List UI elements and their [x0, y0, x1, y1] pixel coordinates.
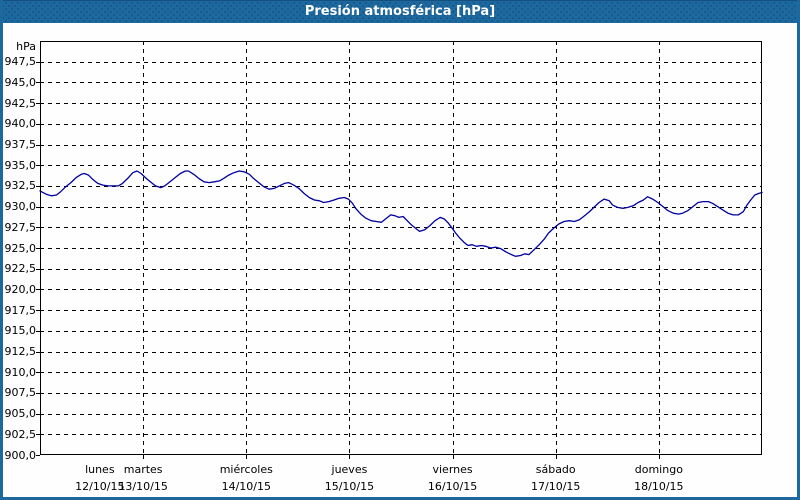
title-bar: Presión atmosférica [hPa] [3, 0, 797, 23]
x-axis-day-label: jueves [331, 463, 368, 476]
chart-area: hPa 947,5 945,0 942,5 940,0 937,5 935,0 932,5 9… [3, 23, 797, 497]
x-axis-date-label: 12/10/15 [75, 480, 125, 493]
x-axis-date-label: 16/10/15 [427, 480, 478, 493]
y-axis-label: 932,5 [4, 179, 37, 193]
x-axis-day-label: sábado [535, 463, 576, 476]
x-axis-date-label: 18/10/15 [634, 480, 684, 493]
x-axis-day-label: domingo [634, 463, 683, 476]
x-axis-date-label: 17/10/15 [531, 480, 581, 493]
y-axis-label: 907,5 [4, 386, 37, 400]
y-axis-label: 917,5 [4, 303, 37, 317]
y-axis-label: 927,5 [4, 220, 37, 234]
x-axis-day-label: martes [123, 463, 163, 476]
pressure-plot [36, 41, 763, 459]
y-axis-label: 940,0 [4, 117, 37, 131]
y-axis-unit: hPa [16, 40, 36, 53]
y-axis-label: 945,0 [4, 75, 37, 89]
y-axis-label: 920,0 [4, 282, 37, 296]
y-axis-label: 902,5 [4, 427, 37, 441]
x-axis-date-label: 14/10/15 [221, 480, 271, 493]
x-axis-day-label: miércoles [219, 463, 273, 476]
y-axis-label: 935,0 [4, 158, 37, 172]
y-axis-label: 900,0 [4, 448, 37, 462]
plot-frame [40, 41, 762, 455]
y-axis-label: 947,5 [4, 55, 37, 69]
y-axis-label: 912,5 [4, 345, 37, 358]
pressure-line [39, 170, 763, 257]
y-axis-label: 930,0 [4, 200, 37, 214]
y-axis-label: 915,0 [4, 324, 37, 338]
x-axis-date-label: 13/10/15 [118, 480, 168, 493]
x-axis-date-label: 15/10/15 [324, 480, 375, 493]
y-axis-label: 905,0 [4, 407, 37, 421]
y-axis-label: 925,0 [4, 241, 37, 255]
x-axis-day-label: viernes [432, 463, 473, 476]
y-axis-label: 937,5 [4, 138, 37, 151]
y-axis-label: 942,5 [4, 96, 37, 110]
y-axis-label: 922,5 [4, 262, 37, 276]
y-axis-label: 910,0 [4, 365, 37, 379]
x-axis-day-label: lunes [85, 463, 115, 476]
chart-title: Presión atmosférica [hPa] [304, 4, 496, 19]
